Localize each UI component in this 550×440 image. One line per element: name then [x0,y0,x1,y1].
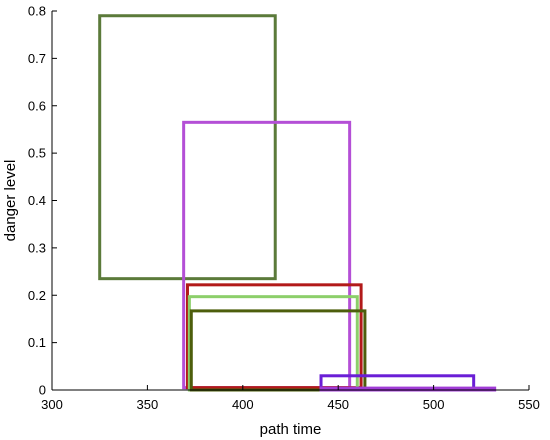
y-tick-label: 0.4 [28,193,46,208]
x-axis-ticks: 300 350 400 450 500 550 [41,385,540,412]
y-tick-label: 0 [39,383,46,398]
range-box-5 [189,309,367,392]
y-axis-label: danger level [2,160,19,242]
y-tick-label: 0.3 [28,240,46,255]
x-tick-label: 450 [327,397,349,412]
y-tick-label: 0.2 [28,288,46,303]
y-tick-label: 0.7 [28,51,46,66]
range-box-3 [185,283,363,390]
x-tick-label: 400 [232,397,254,412]
range-boxes [98,14,497,392]
x-tick-label: 500 [423,397,445,412]
y-axis-ticks: 0 0.1 0.2 0.3 0.4 0.5 0.6 0.7 0.8 [28,4,57,398]
y-tick-label: 0.5 [28,146,46,161]
x-tick-label: 300 [41,397,63,412]
y-tick-label: 0.6 [28,98,46,113]
y-tick-label: 0.8 [28,4,46,19]
range-box-1 [98,14,277,281]
x-axis-label: path time [260,421,322,438]
x-tick-label: 350 [137,397,159,412]
y-tick-label: 0.1 [28,335,46,350]
axes: 300 350 400 450 500 550 0 0.1 0.2 0.3 0.4 0.5 0.6 0.… [28,4,540,413]
x-tick-label: 550 [518,397,540,412]
range-box-2 [182,120,352,390]
